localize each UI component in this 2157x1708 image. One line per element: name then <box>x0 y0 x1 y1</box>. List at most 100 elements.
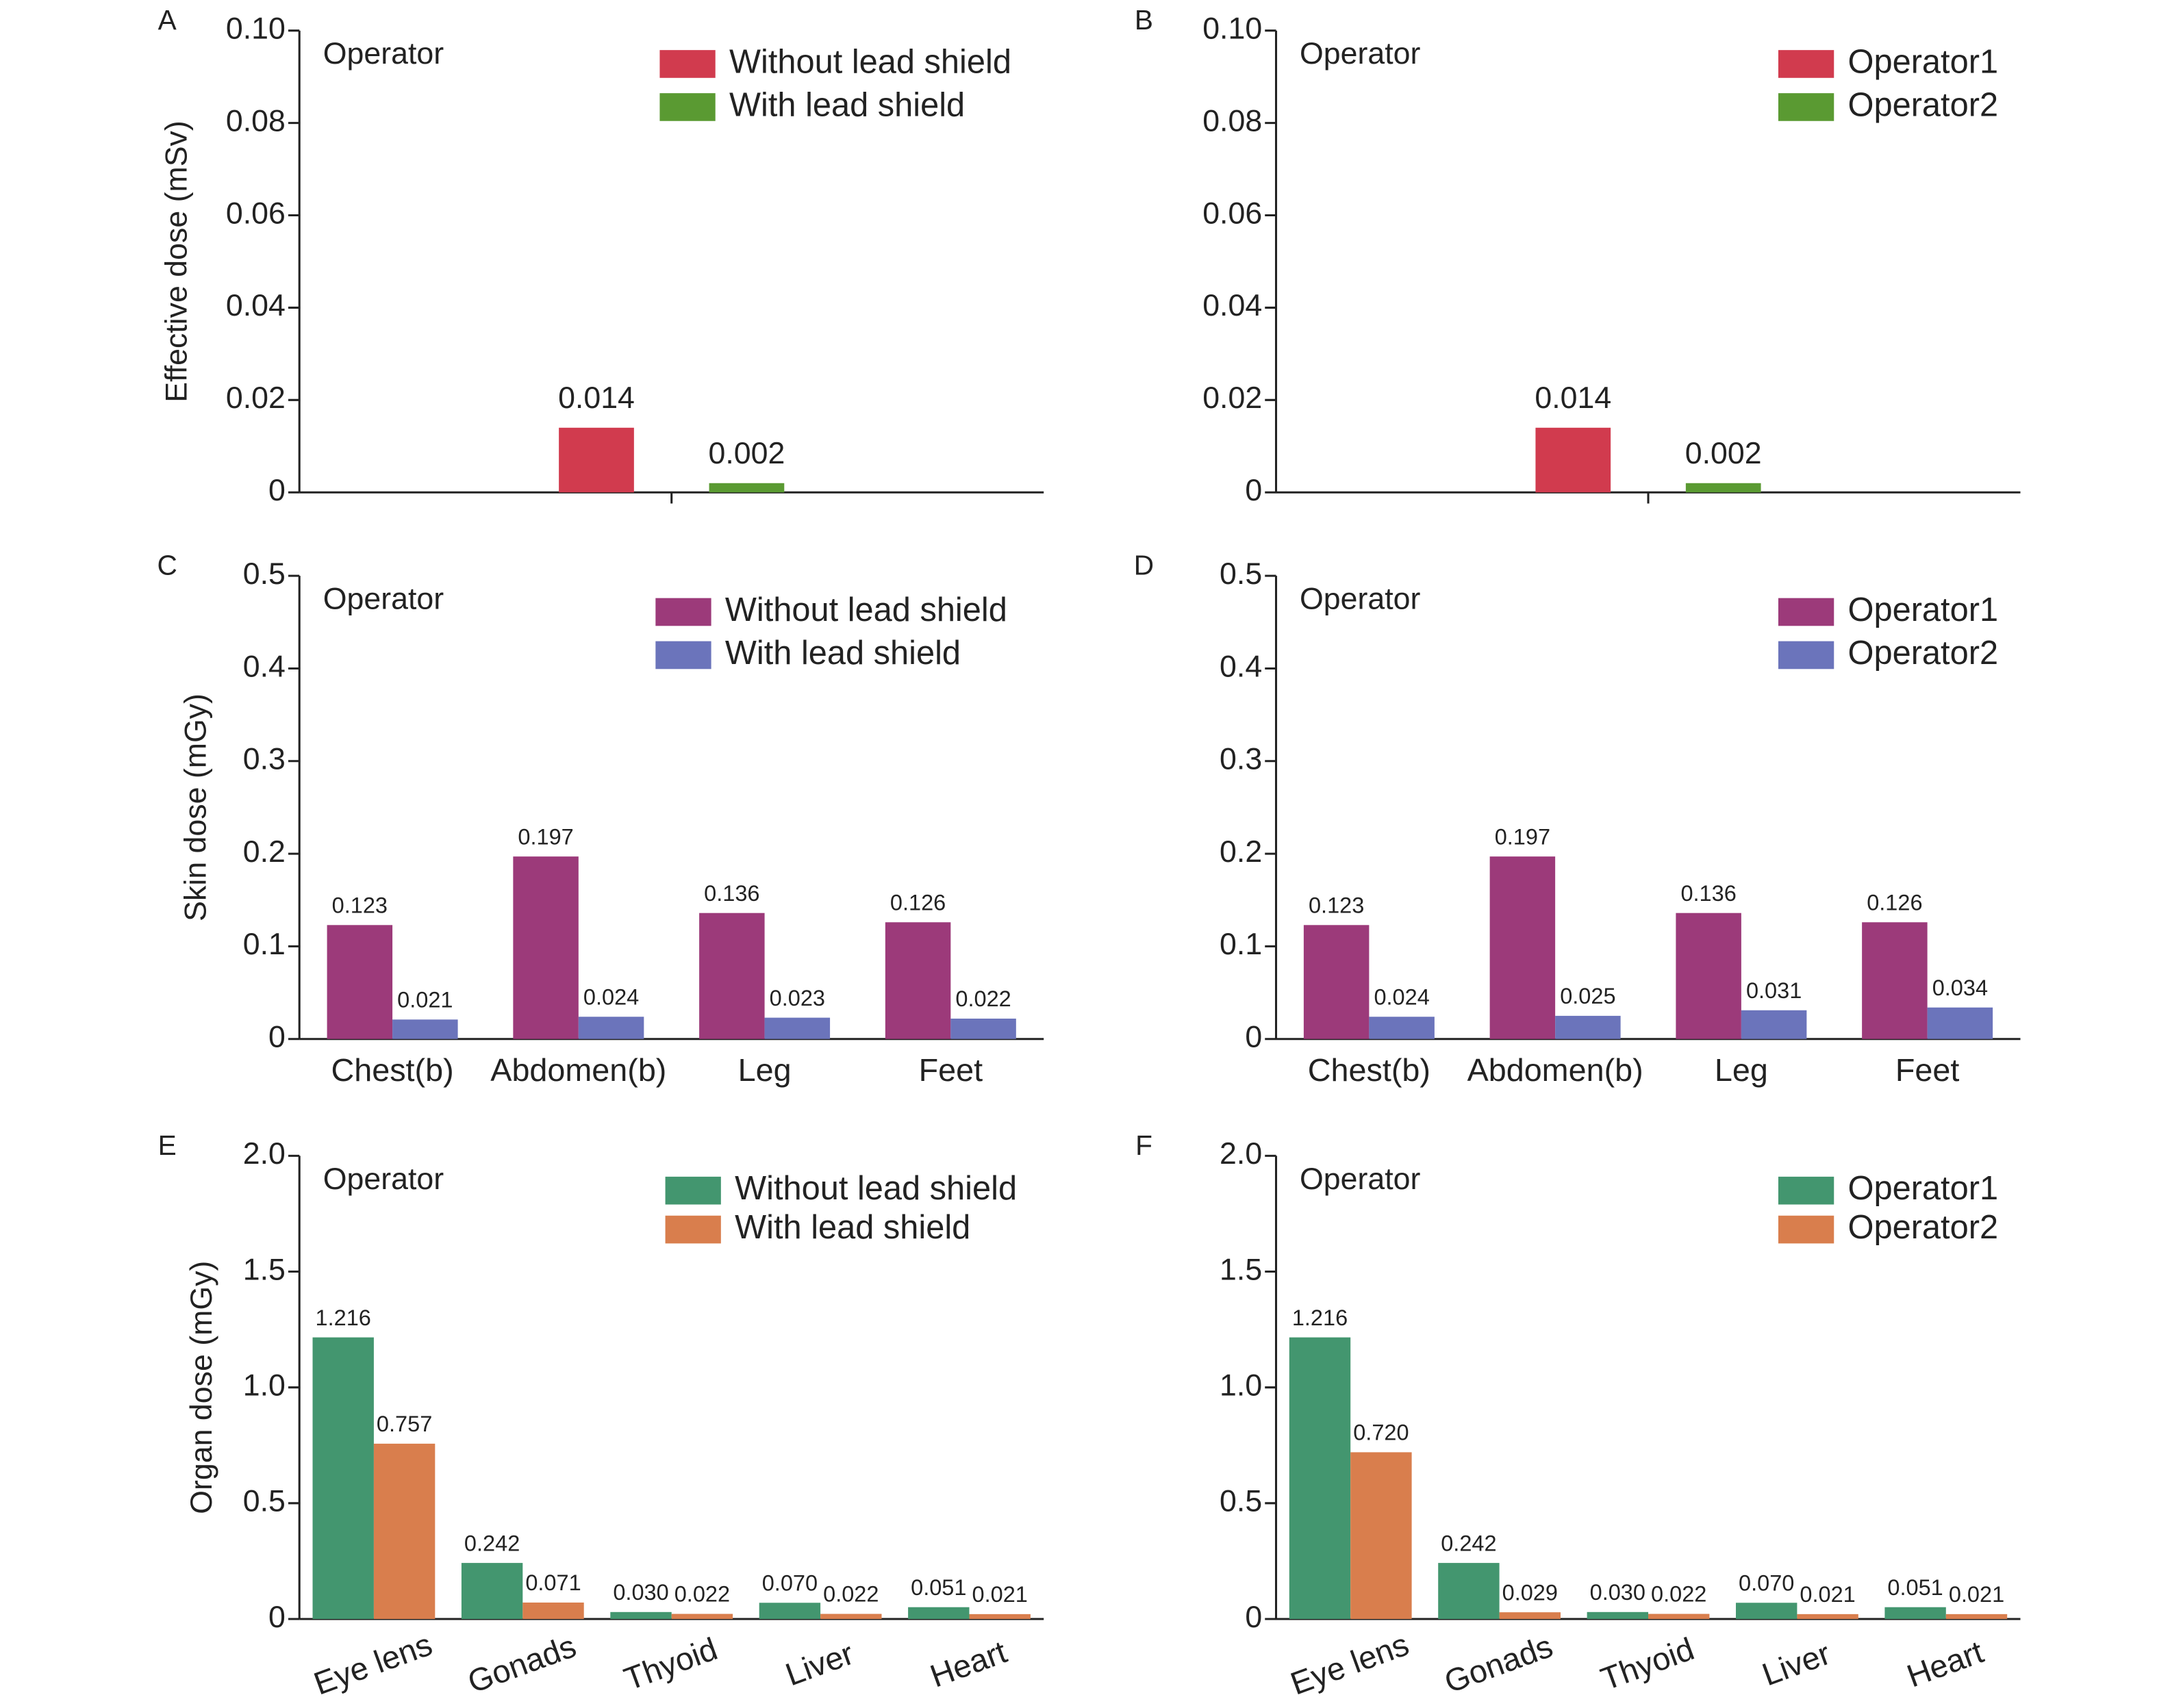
y-tick-label: 1.5 <box>243 1253 286 1286</box>
bar <box>1884 1607 1946 1619</box>
legend-label: Operator1 <box>1848 591 1998 628</box>
value-label: 0.023 <box>770 986 825 1010</box>
value-label: 0.051 <box>1887 1575 1943 1600</box>
y-tick-label: 0.5 <box>243 557 286 591</box>
bar <box>950 1018 1016 1039</box>
y-tick-label: 1.0 <box>243 1368 286 1402</box>
value-label: 0.136 <box>704 881 759 906</box>
bar <box>1736 1603 1798 1619</box>
y-tick-label: 0.02 <box>226 381 286 415</box>
x-tick-label: Chest(b) <box>1308 1052 1430 1088</box>
bar <box>1676 913 1741 1039</box>
bar <box>1945 1614 2008 1619</box>
value-label: 0.021 <box>972 1582 1028 1607</box>
legend-label: With lead shield <box>725 635 961 672</box>
value-label: 0.021 <box>1949 1582 2004 1607</box>
value-label: 1.216 <box>316 1305 371 1330</box>
legend-swatch <box>1778 93 1834 121</box>
y-tick-label: 0.2 <box>1220 835 1262 869</box>
y-tick-label: 2.0 <box>1220 1137 1262 1171</box>
annotation: Operator <box>323 1162 444 1196</box>
bar <box>1489 856 1556 1039</box>
y-tick-label: 0.04 <box>226 289 286 322</box>
legend-label: With lead shield <box>729 86 965 123</box>
bar <box>1438 1563 1500 1619</box>
bar <box>820 1614 882 1619</box>
value-label: 0.022 <box>955 986 1011 1011</box>
bar <box>1289 1337 1351 1619</box>
y-tick-label: 0 <box>268 1601 286 1634</box>
x-tick-label: Liver <box>781 1635 858 1692</box>
y-tick-label: 2.0 <box>243 1137 286 1171</box>
bar <box>764 1017 831 1039</box>
bar <box>559 427 634 493</box>
y-tick-label: 0 <box>1245 1021 1262 1054</box>
y-tick-label: 0.10 <box>226 12 286 46</box>
value-label: 0.051 <box>911 1575 966 1600</box>
bar <box>1927 1007 1993 1039</box>
legend-label: Without lead shield <box>735 1170 1017 1207</box>
annotation: Operator <box>1300 583 1420 616</box>
y-tick-label: 0 <box>268 474 286 507</box>
x-tick-label: Thyoid <box>620 1631 722 1697</box>
legend-swatch <box>1778 1176 1834 1205</box>
bar <box>1685 483 1761 493</box>
value-label: 0.126 <box>1867 890 1922 915</box>
value-label: 0.242 <box>464 1531 520 1555</box>
y-axis-label: Effective dose (mSv) <box>160 120 193 402</box>
value-label: 0.014 <box>1535 381 1611 415</box>
legend-swatch <box>665 1215 721 1244</box>
x-tick-label: Thyoid <box>1596 1631 1699 1697</box>
value-label: 0.070 <box>1739 1570 1794 1595</box>
value-label: 0.002 <box>709 437 785 470</box>
annotation: Operator <box>323 583 444 616</box>
legend-swatch <box>1778 50 1834 78</box>
y-axis-label: Organ dose (mGy) <box>185 1261 218 1514</box>
bar <box>908 1607 970 1619</box>
x-tick-label: Gonads <box>1440 1628 1558 1700</box>
bar <box>312 1337 374 1619</box>
y-tick-label: 0.10 <box>1202 12 1262 46</box>
y-tick-label: 0.1 <box>243 928 286 961</box>
x-tick-label: Abdomen(b) <box>1467 1052 1643 1088</box>
y-tick-label: 0.3 <box>1220 743 1262 776</box>
y-tick-label: 0.5 <box>243 1485 286 1518</box>
x-tick-label: Feet <box>1895 1052 1960 1088</box>
bar <box>1369 1017 1435 1039</box>
value-label: 0.757 <box>377 1412 432 1436</box>
y-tick-label: 0.4 <box>243 650 286 683</box>
bar <box>1535 427 1611 493</box>
y-tick-label: 0.02 <box>1202 381 1262 415</box>
value-label: 0.025 <box>1560 984 1615 1008</box>
y-tick-label: 0.08 <box>1202 104 1262 138</box>
value-label: 0.021 <box>1800 1582 1855 1607</box>
y-tick-label: 0.3 <box>243 743 286 776</box>
bar <box>327 925 393 1039</box>
bar <box>1648 1614 1710 1619</box>
value-label: 0.136 <box>1680 881 1736 906</box>
x-tick-label: Heart <box>1902 1634 1988 1694</box>
y-tick-label: 0.5 <box>1220 557 1262 591</box>
x-tick-label: Abdomen(b) <box>490 1052 666 1088</box>
y-tick-label: 0.06 <box>226 196 286 230</box>
legend-label: Operator1 <box>1848 43 1998 80</box>
value-label: 0.024 <box>583 984 639 1009</box>
panel-label: C <box>157 550 177 581</box>
bar <box>373 1443 436 1619</box>
bar <box>610 1611 672 1619</box>
value-label: 0.030 <box>613 1580 668 1605</box>
bar <box>699 913 765 1039</box>
bar <box>1797 1614 1858 1619</box>
legend-swatch <box>1778 1215 1834 1244</box>
value-label: 0.123 <box>332 893 388 917</box>
y-tick-label: 0.4 <box>1220 650 1262 683</box>
bar <box>1587 1611 1649 1619</box>
value-label: 0.197 <box>518 824 573 849</box>
x-tick-label: Leg <box>1715 1052 1768 1088</box>
bar <box>1862 922 1928 1039</box>
legend-swatch <box>665 1176 721 1205</box>
annotation: Operator <box>1300 1162 1420 1196</box>
bar <box>969 1614 1031 1619</box>
value-label: 0.071 <box>525 1570 581 1595</box>
bar <box>578 1017 644 1039</box>
